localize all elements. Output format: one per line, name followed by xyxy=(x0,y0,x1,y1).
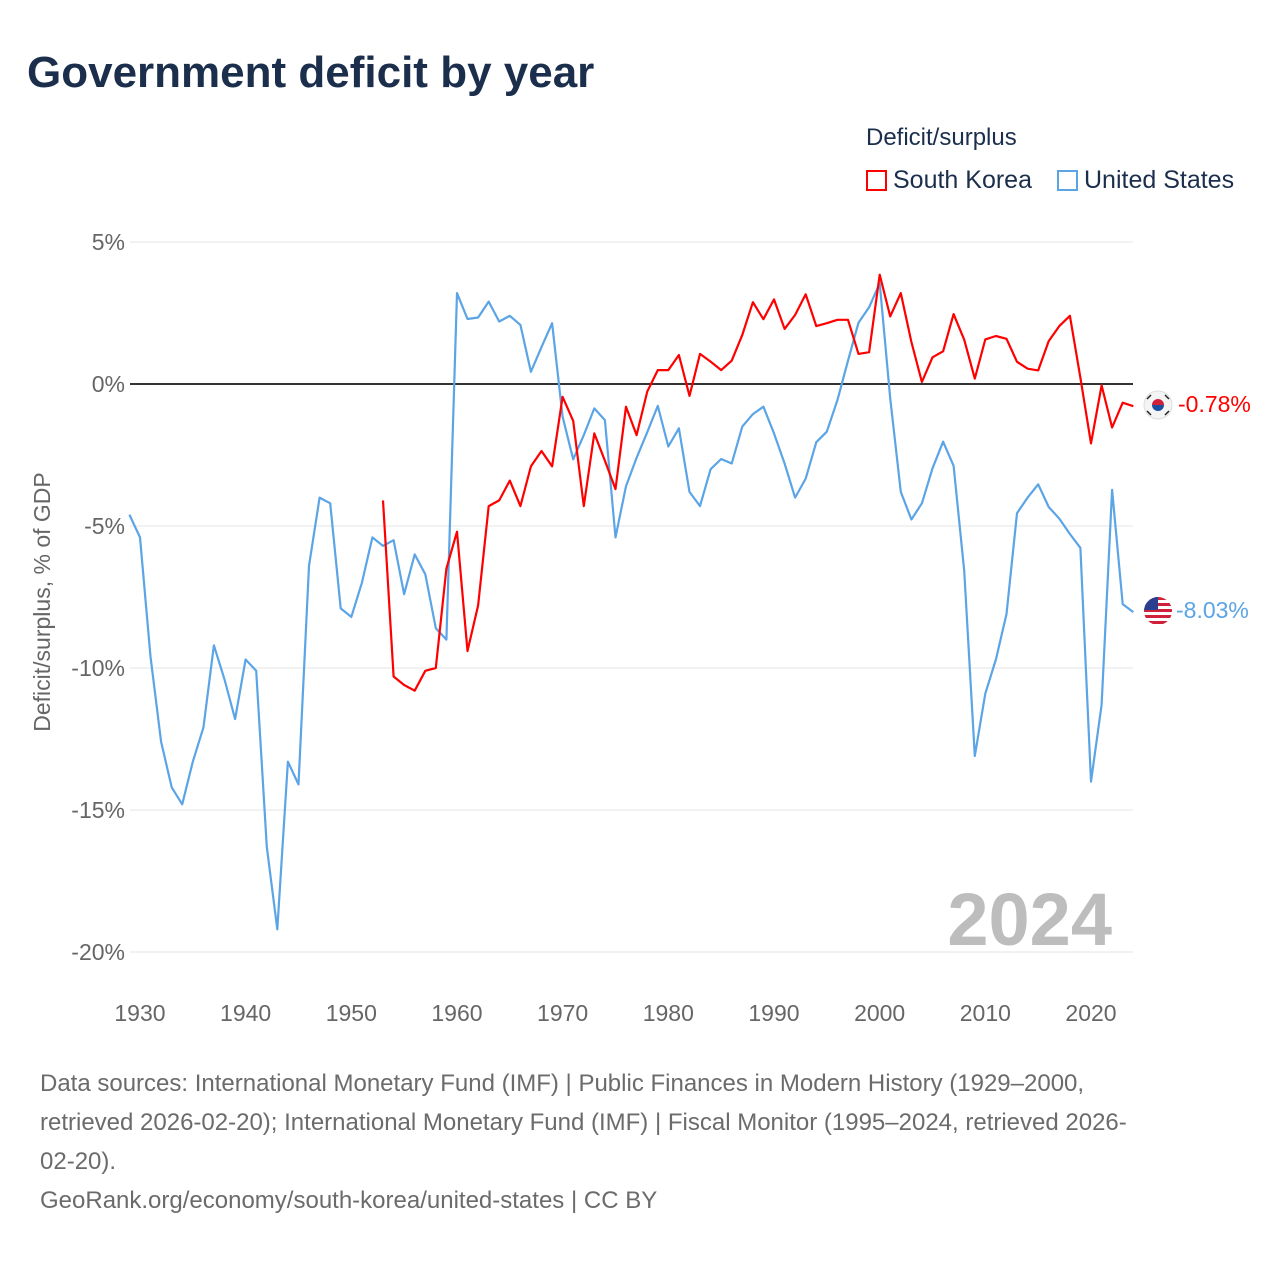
x-tick-label: 1950 xyxy=(326,1000,377,1026)
x-tick-label: 1980 xyxy=(643,1000,694,1026)
x-tick-label: 1940 xyxy=(220,1000,271,1026)
footer-sources-line-2: retrieved 2026-02-20); International Mon… xyxy=(40,1109,1127,1136)
legend-label: United States xyxy=(1084,166,1235,194)
y-axis-label: Deficit/surplus, % of GDP xyxy=(29,472,55,731)
footer-attribution-link[interactable]: GeoRank.org/economy/south-korea/united-s… xyxy=(40,1187,658,1214)
footer-sources-line-1: Data sources: International Monetary Fun… xyxy=(40,1070,1085,1097)
year-watermark: 2024 xyxy=(947,878,1112,961)
legend-item-south-korea[interactable]: South Korea xyxy=(866,166,1032,195)
x-tick-label: 1960 xyxy=(431,1000,482,1026)
legend-title: Deficit/surplus xyxy=(866,124,1017,151)
x-tick-label: 2010 xyxy=(960,1000,1011,1026)
legend-item-united-states[interactable]: United States xyxy=(1057,166,1234,195)
legend-swatch-united-states xyxy=(1057,170,1078,191)
chart-title: Government deficit by year xyxy=(27,48,595,97)
united-states-flag-icon xyxy=(1144,597,1172,625)
legend-swatch-south-korea xyxy=(866,170,887,191)
x-tick-label: 1970 xyxy=(537,1000,588,1026)
y-tick-label: 0% xyxy=(92,371,125,397)
x-tick-label: 1930 xyxy=(114,1000,165,1026)
united-states-end-label: -8.03% xyxy=(1176,597,1249,623)
y-tick-label: -20% xyxy=(71,939,125,965)
south-korea-flag-icon xyxy=(1143,390,1173,420)
y-tick-label: -10% xyxy=(71,655,125,681)
x-tick-label: 1990 xyxy=(748,1000,799,1026)
series-line-united-states[interactable] xyxy=(128,282,1134,931)
y-tick-label: -15% xyxy=(71,797,125,823)
y-tick-label: -5% xyxy=(84,513,125,539)
south-korea-end-label: -0.78% xyxy=(1178,391,1251,417)
footer-sources-line-3: 02-20). xyxy=(40,1148,117,1175)
legend-label: South Korea xyxy=(893,166,1032,194)
series-line-south-korea[interactable] xyxy=(381,273,1134,692)
x-tick-label: 2000 xyxy=(854,1000,905,1026)
y-tick-label: 5% xyxy=(92,229,125,255)
x-tick-label: 2020 xyxy=(1065,1000,1116,1026)
